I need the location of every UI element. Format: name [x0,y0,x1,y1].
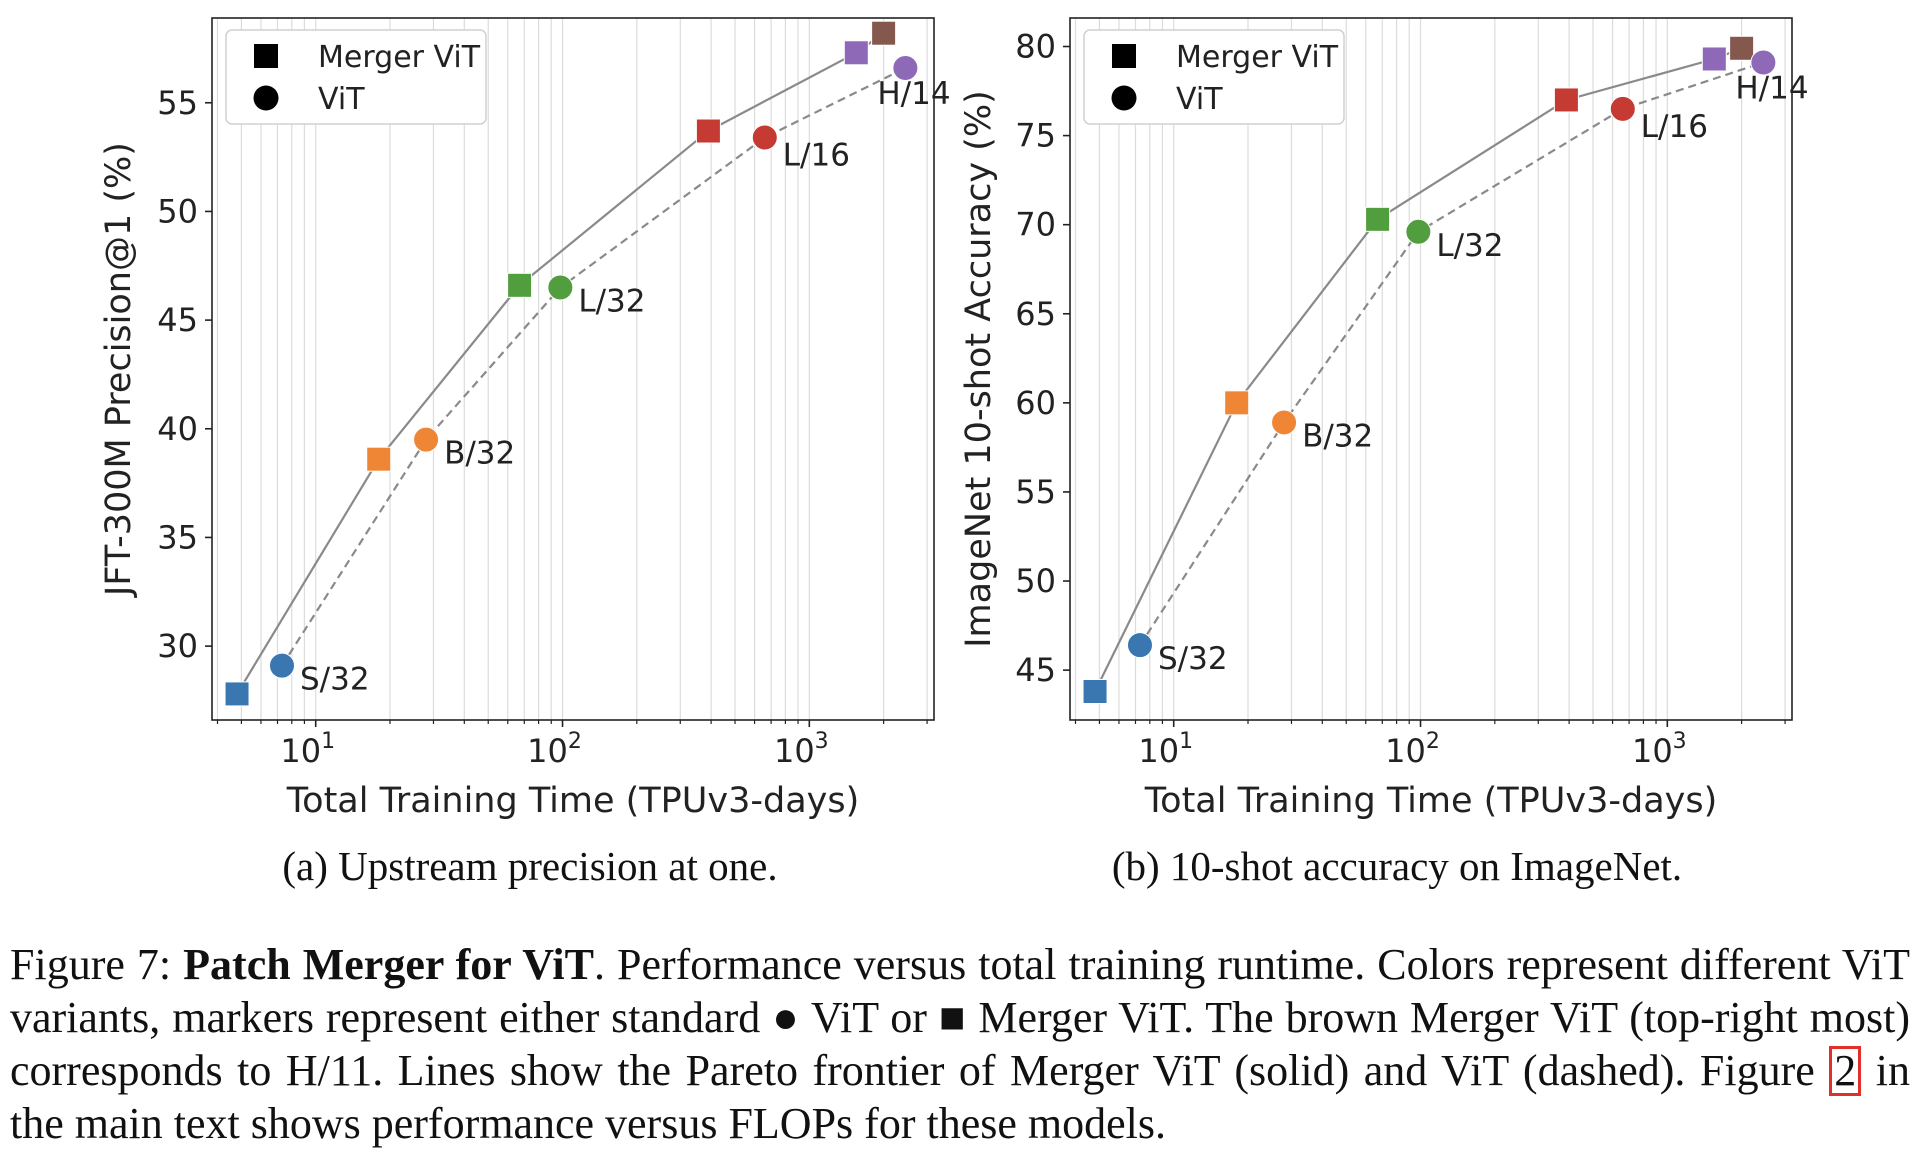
y-tick-label: 30 [157,627,198,665]
point-label-h-14: H/14 [1735,71,1808,107]
vit-point-s-32 [1126,632,1153,659]
merger-vit-point-l-16 [1553,87,1579,113]
caption-text-1: . Performance versus total training runt… [10,940,1911,1042]
merger-vit-point-h-14 [843,40,869,66]
vit-point-s-32 [268,652,295,679]
y-tick-label: 80 [1015,28,1056,66]
vertical-gridlines [216,18,928,720]
merger-vit-point-b-32 [1224,390,1250,416]
caption-text-2: ViT or [799,993,939,1042]
y-tick-label: 50 [1015,562,1056,600]
point-label-s-32: S/32 [1158,641,1228,677]
x-tick-label: 102 [1385,729,1440,770]
square-marker-glyph: ■ [938,993,967,1042]
x-axis-label: Total Training Time (TPUv3-days) [1144,781,1718,821]
legend-label: ViT [318,82,365,117]
point-label-b-32: B/32 [444,436,515,472]
caption-title: Patch Merger for ViT [183,940,594,989]
merger-vit-frontier-line [236,32,885,695]
y-tick-label: 40 [157,410,198,448]
subcaption-b: (b) 10-shot accuracy on ImageNet. [1111,843,1683,889]
legend: Merger ViT ViT [1083,29,1345,125]
figure-charts: S/32 B/32 L/32 L/16 H/14 30 35 40 45 50 55 101 102 10… [99,17,1809,821]
legend-square-marker [1112,44,1136,68]
legend: Merger ViT ViT [225,29,487,125]
point-label-b-32: B/32 [1302,418,1373,454]
x-tick-label: 101 [1138,729,1193,770]
legend-circle-marker [1111,85,1137,111]
legend-circle-marker [253,85,279,111]
point-label-l-16: L/16 [783,138,850,174]
point-label-h-14: H/14 [877,76,950,112]
y-tick-label: 45 [157,301,198,339]
y-tick-label: 55 [1015,473,1056,511]
caption-text-4: in the main text shows performance versu… [10,1046,1910,1148]
y-tick-label: 75 [1015,117,1056,155]
y-tick-label: 65 [1015,295,1056,333]
vit-point-l-16 [751,124,778,151]
legend-label: Merger ViT [318,40,481,75]
y-tick-label: 70 [1015,206,1056,244]
vit-point-h-14 [892,54,919,81]
vit-frontier-line [1139,61,1764,646]
vit-point-l-32 [547,274,574,301]
subcaption-a: (a) Upstream precision at one. [282,843,778,889]
point-label-l-16: L/16 [1641,109,1708,145]
vit-point-h-14 [1750,49,1777,76]
chart-b-imagenet-10shot: S/32 B/32 L/32 L/16 H/14 45 50 55 60 65 70 75 80 101 1… [959,17,1809,821]
point-label-l-32: L/32 [1436,228,1503,264]
vit-point-l-16 [1609,95,1636,122]
legend-label: Merger ViT [1176,40,1339,75]
plot-frame [1069,17,1793,721]
x-tick-label: 103 [1632,729,1687,770]
y-tick-label: 45 [1015,651,1056,689]
vit-point-b-32 [1271,409,1298,436]
chart-a-upstream-precision: S/32 B/32 L/32 L/16 H/14 30 35 40 45 50 55 101 102 10… [99,17,951,821]
merger-vit-point-b-32 [366,446,392,472]
figure-caption: Figure 7: Patch Merger for ViT. Performa… [10,938,1910,1150]
y-tick-label: 60 [1015,384,1056,422]
vit-point-b-32 [413,426,440,453]
legend-label: ViT [1176,82,1223,117]
caption-text-3: Merger ViT. The brown Merger ViT (top-ri… [10,993,1911,1095]
circle-marker-glyph: ● [772,993,800,1042]
merger-vit-point-h-11 [871,20,897,46]
vit-point-l-32 [1405,218,1432,245]
merger-vit-point-h-11 [1729,35,1755,61]
legend-box [225,29,487,125]
merger-vit-point-s-32 [224,681,250,707]
plot-frame [211,17,935,721]
vertical-gridlines [1074,18,1786,720]
merger-vit-point-l-32 [507,272,533,298]
merger-vit-point-l-16 [695,118,721,144]
x-tick-label: 103 [774,729,829,770]
x-tick-label: 101 [280,729,335,770]
y-axis-label: ImageNet 10-shot Accuracy (%) [959,90,999,648]
merger-vit-point-l-32 [1365,206,1391,232]
y-tick-label: 55 [157,84,198,122]
legend-box [1083,29,1345,125]
figure-2-reference-link[interactable]: 2 [1829,1046,1862,1096]
y-axis-label: JFT-300M Precision@1 (%) [99,142,139,598]
point-label-s-32: S/32 [300,662,370,698]
caption-prefix: Figure 7: [10,940,184,989]
merger-vit-point-h-14 [1701,46,1727,72]
merger-vit-point-s-32 [1082,678,1108,704]
x-tick-label: 102 [527,729,582,770]
y-tick-label: 35 [157,518,198,556]
legend-square-marker [254,44,278,68]
point-label-l-32: L/32 [578,283,645,319]
y-tick-label: 50 [157,192,198,230]
x-axis-label: Total Training Time (TPUv3-days) [286,781,860,821]
